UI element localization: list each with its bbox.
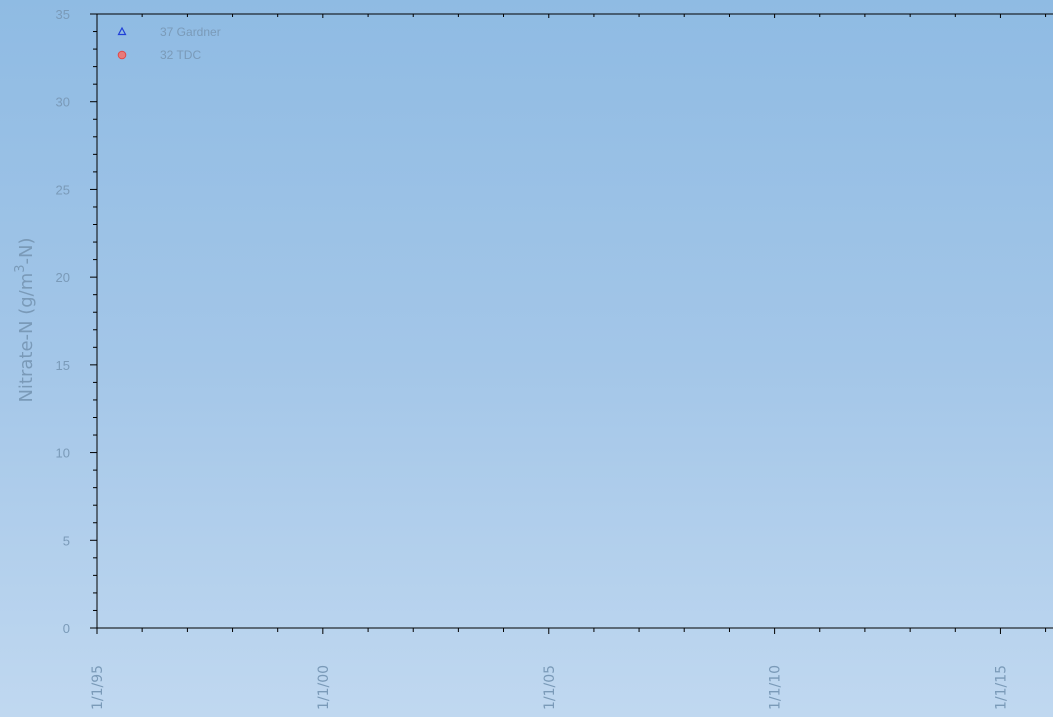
y-tick-label: 35 [56,7,70,22]
legend-label: 32 TDC [160,48,201,62]
y-tick-label: 5 [63,533,70,548]
y-tick-label: 10 [56,446,70,461]
y-tick-label: 0 [63,621,70,636]
y-tick-label: 25 [56,182,70,197]
y-tick-label: 30 [56,95,70,110]
y-axis-title: Nitrate-N (g/m3-N) [13,237,37,402]
axes [96,13,1053,629]
x-tick-label: 1/1/95 [90,665,106,710]
y-axis-ticks: 0 5 10 15 20 25 30 35 [56,7,97,636]
y-tick-label: 15 [56,358,70,373]
legend-label: 37 Gardner [160,25,221,39]
x-tick-label: 1/1/10 [768,665,784,710]
legend-marker-circle [117,50,127,60]
legend-marker-triangle [117,26,127,36]
legend: 37 Gardner 32 TDC [117,25,221,62]
y-tick-label: 20 [56,270,70,285]
x-tick-label: 1/1/00 [316,665,332,710]
x-tick-label: 1/1/15 [993,665,1009,710]
x-axis-ticks: 1/1/95 1/1/00 1/1/05 1/1/10 1/1/15 [90,14,1047,710]
x-tick-label: 1/1/05 [542,665,558,710]
